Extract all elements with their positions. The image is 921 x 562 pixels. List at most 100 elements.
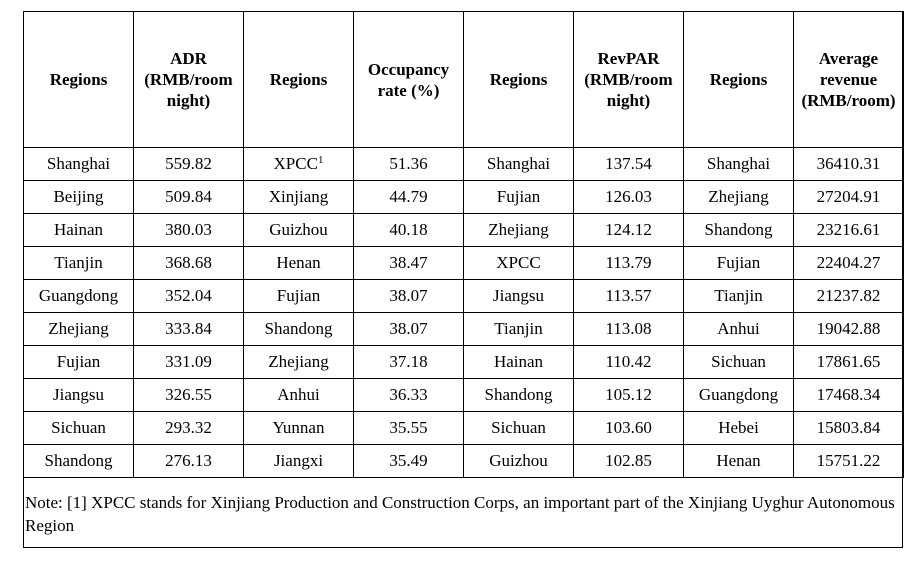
revpar-value: 113.79: [605, 253, 652, 272]
occupancy-value: 40.18: [389, 220, 428, 239]
revenue-value: 15751.22: [816, 451, 881, 470]
header-adr: ADR (RMB/room night): [133, 11, 244, 148]
region-occupancy-cell: Shandong: [243, 312, 354, 346]
region-revenue: Zhejiang: [708, 187, 769, 206]
region-revpar-cell: Tianjin: [463, 312, 574, 346]
occupancy-value-cell: 38.07: [353, 279, 464, 313]
region-revpar-cell: Zhejiang: [463, 213, 574, 247]
region-revenue: Anhui: [717, 319, 760, 338]
region-occupancy: Fujian: [276, 286, 321, 305]
header-average-revenue: Average revenue (RMB/room): [793, 11, 904, 148]
table-row: Shanghai 559.82 XPCC1 51.36 Shanghai 137.54 Sh…: [23, 147, 904, 181]
region-occupancy-cell: Anhui: [243, 378, 354, 412]
adr-value-cell: 276.13: [133, 444, 244, 478]
region-revpar-cell: Guizhou: [463, 444, 574, 478]
revpar-value-cell: 113.08: [573, 312, 684, 346]
region-occupancy: Shandong: [264, 319, 333, 338]
revenue-value: 27204.91: [816, 187, 881, 206]
region-revpar: Tianjin: [494, 319, 543, 338]
region-occupancy: Yunnan: [272, 418, 325, 437]
revenue-value: 23216.61: [816, 220, 881, 239]
table-row: Sichuan 293.32 Yunnan 35.55 Sichuan 103.60 Heb…: [23, 411, 904, 445]
table-row: Zhejiang 333.84 Shandong 38.07 Tianjin 113.08…: [23, 312, 904, 346]
header-regions-1: Regions: [23, 11, 134, 148]
occupancy-value-cell: 38.07: [353, 312, 464, 346]
region-revpar-cell: Jiangsu: [463, 279, 574, 313]
region-revpar: Jiangsu: [493, 286, 544, 305]
occupancy-value: 38.47: [389, 253, 428, 272]
region-revenue: Hebei: [718, 418, 759, 437]
table-row: Tianjin 368.68 Henan 38.47 XPCC 113.79 Fujian 2…: [23, 246, 904, 280]
revenue-value: 19042.88: [816, 319, 881, 338]
region-revenue-cell: Zhejiang: [683, 180, 794, 214]
region-adr-cell: Shanghai: [23, 147, 134, 181]
adr-value: 276.13: [165, 451, 212, 470]
adr-value: 380.03: [165, 220, 212, 239]
region-revenue-cell: Guangdong: [683, 378, 794, 412]
region-occupancy: Xinjiang: [268, 187, 329, 206]
region-revpar: Shandong: [484, 385, 553, 404]
region-revenue-cell: Henan: [683, 444, 794, 478]
table-row: Jiangsu 326.55 Anhui 36.33 Shandong 105.12 Gua…: [23, 378, 904, 412]
occupancy-value-cell: 38.47: [353, 246, 464, 280]
region-revpar-cell: Hainan: [463, 345, 574, 379]
region-revenue-cell: Tianjin: [683, 279, 794, 313]
region-adr-cell: Zhejiang: [23, 312, 134, 346]
revpar-value-cell: 137.54: [573, 147, 684, 181]
revenue-value-cell: 22404.27: [793, 246, 904, 280]
occupancy-value: 36.33: [389, 385, 428, 404]
hotel-statistics-table: Regions ADR (RMB/room night) Regions Occ…: [23, 11, 904, 478]
region-revenue-cell: Sichuan: [683, 345, 794, 379]
adr-value-cell: 333.84: [133, 312, 244, 346]
revpar-value: 124.12: [605, 220, 652, 239]
region-adr-cell: Sichuan: [23, 411, 134, 445]
revenue-value-cell: 23216.61: [793, 213, 904, 247]
region-adr: Fujian: [56, 352, 101, 371]
region-occupancy-cell: Zhejiang: [243, 345, 354, 379]
revpar-value-cell: 110.42: [573, 345, 684, 379]
revpar-value: 103.60: [605, 418, 652, 437]
region-adr: Hainan: [53, 220, 104, 239]
adr-value-cell: 331.09: [133, 345, 244, 379]
occupancy-value-cell: 35.49: [353, 444, 464, 478]
adr-value-cell: 380.03: [133, 213, 244, 247]
occupancy-value-cell: 37.18: [353, 345, 464, 379]
region-occupancy-cell: Yunnan: [243, 411, 354, 445]
region-revenue-cell: Shanghai: [683, 147, 794, 181]
region-adr: Shandong: [44, 451, 113, 470]
region-revenue-cell: Hebei: [683, 411, 794, 445]
region-adr-cell: Tianjin: [23, 246, 134, 280]
region-revenue-cell: Shandong: [683, 213, 794, 247]
region-revenue: Henan: [716, 451, 761, 470]
revenue-value-cell: 21237.82: [793, 279, 904, 313]
adr-value: 326.55: [165, 385, 212, 404]
region-adr-cell: Beijing: [23, 180, 134, 214]
header-occupancy-rate: Occupancy rate (%): [353, 11, 464, 148]
revenue-value-cell: 19042.88: [793, 312, 904, 346]
revpar-value-cell: 126.03: [573, 180, 684, 214]
region-occupancy: XPCC: [273, 154, 318, 173]
header-revpar: RevPAR (RMB/room night): [573, 11, 684, 148]
revenue-value: 22404.27: [816, 253, 881, 272]
adr-value-cell: 368.68: [133, 246, 244, 280]
revpar-value: 105.12: [605, 385, 652, 404]
revpar-value: 110.42: [605, 352, 652, 371]
region-occupancy-cell: Henan: [243, 246, 354, 280]
revenue-value: 15803.84: [816, 418, 881, 437]
region-revpar: Guizhou: [489, 451, 548, 470]
region-adr: Jiangsu: [53, 385, 104, 404]
region-occupancy: Zhejiang: [268, 352, 329, 371]
region-revpar: Shanghai: [486, 154, 551, 173]
table-row: Fujian 331.09 Zhejiang 37.18 Hainan 110.42 Sic…: [23, 345, 904, 379]
region-revenue-cell: Fujian: [683, 246, 794, 280]
table-row: Hainan 380.03 Guizhou 40.18 Zhejiang 124.12 Sh…: [23, 213, 904, 247]
revenue-value-cell: 15803.84: [793, 411, 904, 445]
occupancy-value: 35.55: [389, 418, 428, 437]
revenue-value-cell: 27204.91: [793, 180, 904, 214]
region-adr: Zhejiang: [48, 319, 109, 338]
region-occupancy: Guizhou: [269, 220, 328, 239]
adr-value: 293.32: [165, 418, 212, 437]
occupancy-value: 51.36: [389, 154, 428, 173]
region-occupancy-cell: XPCC1: [243, 147, 354, 181]
adr-value-cell: 559.82: [133, 147, 244, 181]
